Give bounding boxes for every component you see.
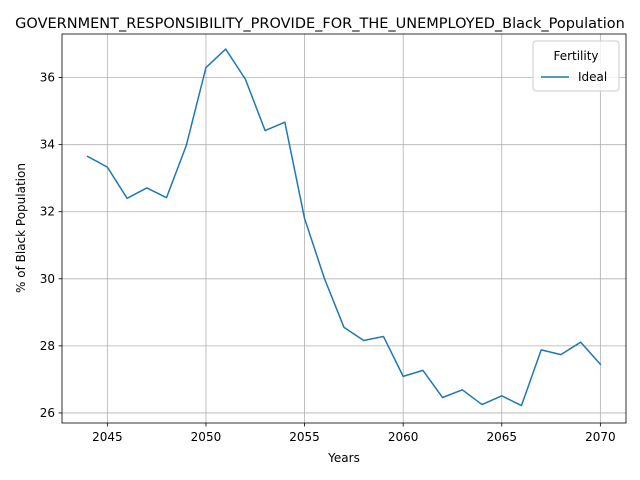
y-tick-label: 28 <box>40 339 55 353</box>
y-axis-label: % of Black Population <box>14 163 28 293</box>
legend-entry-label: Ideal <box>578 70 607 84</box>
x-axis-ticks: 2045 2050 2055 2060 2065 2070 <box>92 423 616 444</box>
x-tick-label: 2070 <box>585 430 616 444</box>
x-axis-label: Years <box>327 451 360 465</box>
grid-lines <box>62 34 626 423</box>
y-tick-label: 36 <box>40 71 55 85</box>
y-tick-label: 30 <box>40 272 55 286</box>
x-tick-label: 2055 <box>289 430 320 444</box>
plot-series <box>86 48 602 407</box>
series-line-ideal <box>86 48 602 407</box>
legend-title: Fertility <box>553 49 598 63</box>
x-tick-label: 2050 <box>191 430 222 444</box>
chart-title: GOVERNMENT_RESPONSIBILITY_PROVIDE_FOR_TH… <box>15 16 625 32</box>
y-tick-label: 34 <box>40 138 55 152</box>
x-tick-label: 2060 <box>388 430 419 444</box>
x-tick-label: 2065 <box>486 430 517 444</box>
legend: Fertility Ideal <box>532 40 620 92</box>
y-axis-ticks: 26 28 30 32 34 36 <box>40 71 62 420</box>
y-tick-label: 26 <box>40 406 55 420</box>
plot-frame <box>61 33 627 424</box>
legend-box <box>532 40 620 92</box>
x-tick-label: 2045 <box>92 430 123 444</box>
y-tick-label: 32 <box>40 205 55 219</box>
